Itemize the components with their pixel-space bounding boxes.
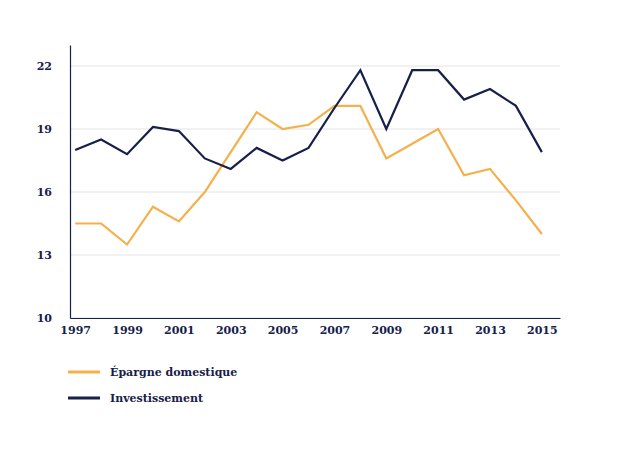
y-axis: 10 13 16 19 22 bbox=[37, 46, 71, 326]
x-tick-label: 2011 bbox=[423, 324, 454, 337]
x-tick-label: 2009 bbox=[371, 324, 402, 337]
y-tick: 16 bbox=[37, 186, 70, 199]
grid-line bbox=[70, 66, 560, 67]
x-tick: 2007 bbox=[320, 318, 351, 337]
y-axis-line bbox=[70, 46, 71, 319]
grid bbox=[70, 66, 560, 318]
y-tick-label: 22 bbox=[37, 60, 52, 73]
legend-label: Investissement bbox=[110, 392, 204, 405]
y-tick: 19 bbox=[37, 123, 70, 136]
x-tick-label: 2015 bbox=[527, 324, 558, 337]
grid-line bbox=[70, 129, 560, 130]
x-tick-label: 2003 bbox=[216, 324, 247, 337]
legend-swatch bbox=[68, 397, 100, 400]
grid-line bbox=[70, 192, 560, 193]
series-line bbox=[75, 70, 542, 169]
x-axis-line bbox=[71, 318, 561, 319]
x-tick: 2013 bbox=[475, 318, 506, 337]
y-tick-label: 10 bbox=[37, 312, 53, 325]
x-tick: 2015 bbox=[527, 318, 558, 337]
x-tick: 2011 bbox=[423, 318, 454, 337]
x-tick: 2005 bbox=[268, 318, 299, 337]
plot-area bbox=[75, 70, 542, 244]
grid-line bbox=[70, 318, 560, 319]
chart-svg: 10 13 16 19 22 1997 1999 2001 2003 2005 2007 2009 20… bbox=[0, 0, 620, 450]
x-tick-label: 2013 bbox=[475, 324, 506, 337]
x-tick: 1999 bbox=[112, 318, 143, 337]
x-tick-label: 2005 bbox=[268, 324, 299, 337]
y-tick-label: 13 bbox=[37, 249, 52, 262]
y-tick: 22 bbox=[37, 60, 70, 73]
x-tick-label: 1997 bbox=[60, 324, 91, 337]
grid-line bbox=[70, 255, 560, 256]
legend: Épargne domestique Investissement bbox=[68, 365, 237, 405]
x-tick-label: 2007 bbox=[320, 324, 351, 337]
x-tick-label: 1999 bbox=[112, 324, 143, 337]
series-line bbox=[75, 106, 542, 245]
chart-container: 10 13 16 19 22 1997 1999 2001 2003 2005 2007 2009 20… bbox=[0, 0, 620, 450]
x-tick: 2003 bbox=[216, 318, 247, 337]
x-tick: 2001 bbox=[164, 318, 195, 337]
legend-swatch bbox=[68, 371, 100, 374]
x-axis: 1997 1999 2001 2003 2005 2007 2009 2011 2013 2015 bbox=[60, 318, 560, 337]
y-tick-label: 16 bbox=[37, 186, 53, 199]
x-tick: 2009 bbox=[371, 318, 402, 337]
y-tick-label: 19 bbox=[37, 123, 52, 136]
y-tick: 13 bbox=[37, 249, 70, 262]
x-tick-label: 2001 bbox=[164, 324, 195, 337]
legend-label: Épargne domestique bbox=[110, 365, 237, 379]
x-tick: 1997 bbox=[60, 318, 91, 337]
